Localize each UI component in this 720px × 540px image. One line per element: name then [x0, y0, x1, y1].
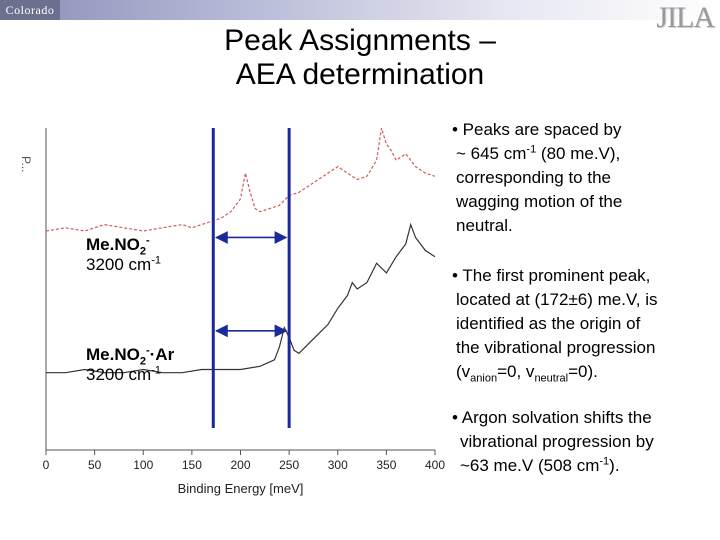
spectrum-chart: P... 0 50 100 150 200 250 300 350 400 Binding Ener… — [0, 120, 450, 500]
university-logo: Colorado — [0, 0, 60, 20]
slide-title: Peak Assignments – AEA determination — [150, 24, 570, 92]
x-tick-label: 150 — [182, 458, 202, 472]
bullet-2-line-4: the vibrational progression — [456, 338, 656, 357]
bullet-2-line-3: identified as the origin of — [456, 314, 641, 333]
x-tick-label: 400 — [425, 458, 445, 472]
bullet-2-line-2: located at (172±6) me.V, is — [456, 290, 658, 309]
bullet-1-line-2: ~ 645 cm-1 (80 me.V), — [456, 143, 621, 163]
spectrum-svg: P... 0 50 100 150 200 250 300 350 400 Binding Ener… — [19, 127, 445, 496]
bullet-1-line-1: • Peaks are spaced by — [452, 120, 622, 139]
header-bar — [0, 0, 720, 20]
x-tick-label: 0 — [43, 458, 50, 472]
x-tick-label: 250 — [279, 458, 299, 472]
bullet-1-line-3: corresponding to the — [456, 168, 611, 187]
bullet-1-line-4: wagging motion of the — [456, 192, 623, 211]
series-line-1 — [46, 222, 436, 374]
x-tick-label: 100 — [133, 458, 153, 472]
x-tick-label: 350 — [376, 458, 396, 472]
series-line-0 — [45, 127, 436, 232]
bullet-1-line-5: neutral. — [456, 216, 513, 235]
jila-logo: JILA — [656, 1, 715, 34]
x-tick-label: 200 — [230, 458, 250, 472]
y-axis-fragment: P... — [19, 156, 33, 172]
bullet-3-line-3: ~63 me.V (508 cm-1). — [460, 455, 620, 475]
x-tick-label: 300 — [328, 458, 348, 472]
bullet-2-line-5: (vanion=0, vneutral=0). — [456, 362, 598, 385]
label-meno2: Me.NO2- 3200 cm-1 — [86, 234, 161, 274]
label-meno2-ar: Me.NO2-·Ar 3200 cm-1 — [86, 344, 175, 384]
x-tick-label: 50 — [88, 458, 102, 472]
title-line-2: AEA determination — [235, 58, 485, 91]
bullet-2-line-1: • The first prominent peak, — [452, 266, 651, 285]
bullet-3-line-1: • Argon solvation shifts the — [452, 408, 652, 427]
title-line-1: Peak Assignments – — [224, 24, 496, 57]
x-axis-label: Binding Energy [meV] — [178, 481, 304, 496]
bullet-3-line-2: vibrational progression by — [460, 432, 654, 451]
